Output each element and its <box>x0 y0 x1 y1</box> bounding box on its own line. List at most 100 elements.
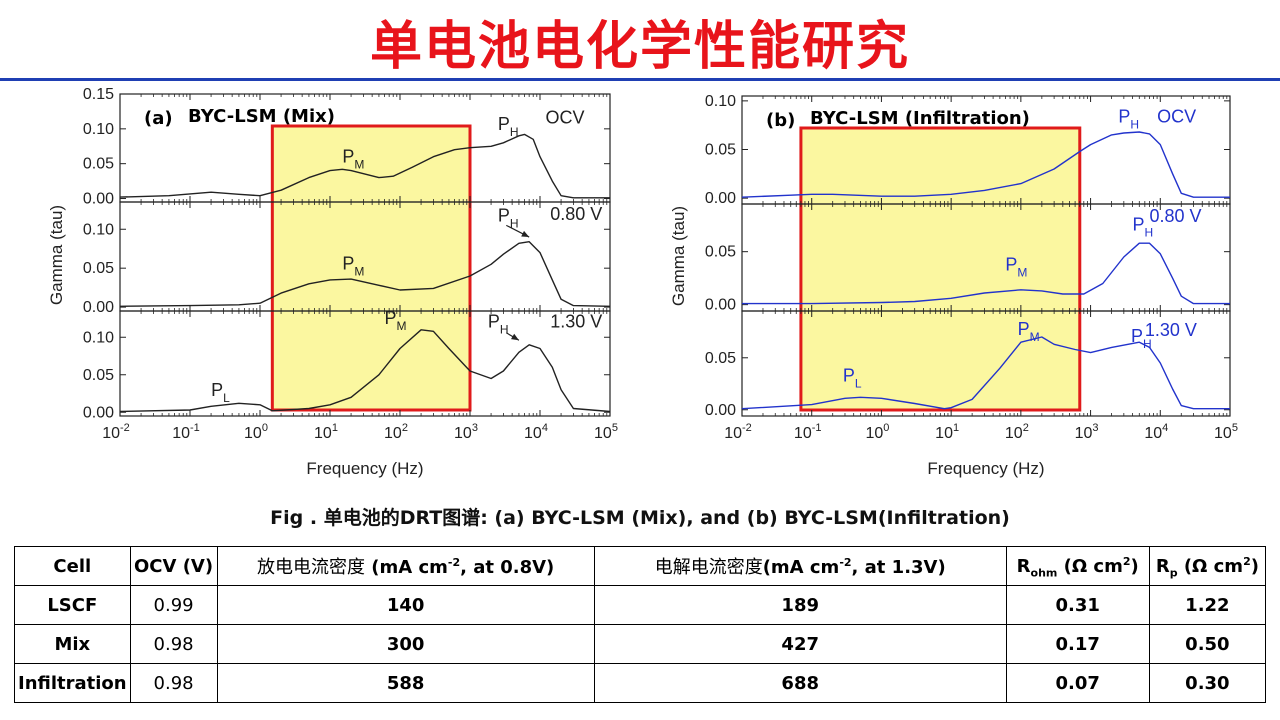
annotation-text: P <box>211 380 223 400</box>
x-tick-label: 101 <box>935 422 959 442</box>
header-rp-unit-sup: 2 <box>1243 554 1251 568</box>
annotation-text: P <box>384 308 396 328</box>
peak-annotation: PH <box>1118 106 1139 131</box>
row-discharge: 588 <box>216 663 595 703</box>
x-tick-label: 104 <box>524 422 548 442</box>
row-rp: 0.50 <box>1148 624 1267 664</box>
header-cell: Cell <box>14 546 131 586</box>
annotation-subscript: H <box>1143 337 1152 351</box>
annotation-subscript: H <box>500 323 509 337</box>
annotation-subscript: H <box>510 125 519 139</box>
annotation-text: P <box>498 205 510 225</box>
annotation-text: P <box>1133 214 1145 234</box>
header-rp-main: R <box>1155 555 1170 577</box>
annotation-text: P <box>342 254 354 274</box>
x-tick-exp: 2 <box>1023 422 1029 434</box>
annotation-text: P <box>1018 319 1030 339</box>
drt-series-line <box>741 131 1230 198</box>
y-tick-label: 0.00 <box>83 404 114 421</box>
header-electrolysis-unit: (mA cm-2, at 1.3V) <box>763 557 946 578</box>
header-electrolysis-current: 电解电流密度(mA cm-2, at 1.3V) <box>593 546 1007 586</box>
x-tick-base: 10 <box>172 425 190 442</box>
peak-annotation: PM <box>1018 319 1040 344</box>
x-tick-label: 10-1 <box>794 422 822 442</box>
annotation-text: P <box>488 312 500 332</box>
annotation-text: 0.80 V <box>550 204 602 224</box>
header-discharge-unit: (mA cm-2, at 0.8V) <box>365 557 554 578</box>
header-rp-unit-a: (Ω cm <box>1177 555 1244 577</box>
x-tick-exp: -2 <box>120 422 130 434</box>
x-tick-exp: 0 <box>262 422 268 434</box>
x-tick-label: 104 <box>1144 422 1168 442</box>
annotation-arrowhead <box>511 333 519 341</box>
row-discharge: 140 <box>216 585 595 625</box>
header-rohm-unit-sup: 2 <box>1122 554 1131 568</box>
peak-annotation: OCV <box>1157 106 1196 126</box>
subplot-frame <box>741 310 1231 417</box>
header-discharge-cn: 放电电流密度 <box>257 557 365 578</box>
y-tick-label: 0.00 <box>705 297 736 314</box>
y-tick-label: 0.05 <box>705 350 736 367</box>
row-electrolysis: 427 <box>593 624 1007 664</box>
x-tick-exp: -1 <box>190 422 200 434</box>
row-rp: 1.22 <box>1148 585 1267 625</box>
annotation-text: P <box>1131 326 1143 346</box>
x-tick-exp: 1 <box>332 422 338 434</box>
x-tick-exp: 4 <box>542 422 548 434</box>
annotation-subscript: L <box>855 377 862 391</box>
annotation-text: P <box>1005 255 1017 275</box>
title-divider <box>0 78 1280 81</box>
panel-label: (a) <box>144 108 173 129</box>
x-axis-label: Frequency (Hz) <box>927 459 1044 478</box>
x-tick-exp: 0 <box>883 422 889 434</box>
row-rohm: 0.17 <box>1005 624 1150 664</box>
header-electrolysis-unit-b: , at 1.3V) <box>851 557 946 578</box>
peak-annotation: PH <box>498 205 519 230</box>
peak-annotation: PM <box>342 254 364 279</box>
x-tick-base: 10 <box>244 425 262 442</box>
highlight-region <box>799 126 1082 412</box>
x-tick-base: 10 <box>102 425 120 442</box>
annotation-text: 0.80 V <box>1149 206 1201 226</box>
row-cell: Mix <box>14 624 131 664</box>
x-tick-exp: 5 <box>1232 422 1238 434</box>
y-tick-label: 0.00 <box>83 299 114 316</box>
table-row: Infiltration 0.98 588 688 0.07 0.30 <box>14 663 1267 703</box>
y-tick-label: 0.00 <box>83 191 114 208</box>
peak-annotation: PL <box>843 366 862 391</box>
x-tick-base: 10 <box>724 425 742 442</box>
peak-annotation: PH <box>1131 326 1152 351</box>
x-tick-label: 100 <box>244 422 268 442</box>
x-tick-base: 10 <box>1144 425 1162 442</box>
x-tick-base: 10 <box>865 425 883 442</box>
row-rp: 0.30 <box>1148 663 1267 703</box>
x-tick-label: 101 <box>314 422 338 442</box>
header-rohm-sub: ohm <box>1030 566 1058 580</box>
row-cell: Infiltration <box>14 663 131 703</box>
drt-series-line <box>742 242 1230 305</box>
y-tick-label: 0.05 <box>705 142 736 159</box>
header-rohm-unit-b: ) <box>1130 555 1139 577</box>
annotation-subscript: L <box>223 391 230 405</box>
header-rohm-unit-a: (Ω cm <box>1057 555 1123 577</box>
annotation-subscript: H <box>510 216 519 230</box>
header-discharge-current: 放电电流密度 (mA cm-2, at 0.8V) <box>216 546 595 586</box>
header-rp-unit-b: ) <box>1250 555 1259 577</box>
figure-caption: Fig . 单电池的DRT图谱: (a) BYC-LSM (Mix), and … <box>270 507 1010 529</box>
annotation-text: P <box>342 146 354 166</box>
y-tick-label: 0.10 <box>705 93 736 110</box>
x-tick-exp: 4 <box>1162 422 1168 434</box>
header-discharge-unit-b: , at 0.8V) <box>460 557 555 578</box>
x-tick-exp: 1 <box>953 422 959 434</box>
header-electrolysis-cn: 电解电流密度 <box>654 557 763 578</box>
y-tick-label: 0.10 <box>83 121 114 138</box>
peak-annotation: PH <box>498 114 519 139</box>
x-tick-label: 100 <box>865 422 889 442</box>
x-tick-base: 10 <box>1075 425 1093 442</box>
x-tick-base: 10 <box>384 425 402 442</box>
annotation-subscript: M <box>1017 266 1027 280</box>
x-tick-base: 10 <box>935 425 953 442</box>
y-tick-label: 0.10 <box>83 329 114 346</box>
